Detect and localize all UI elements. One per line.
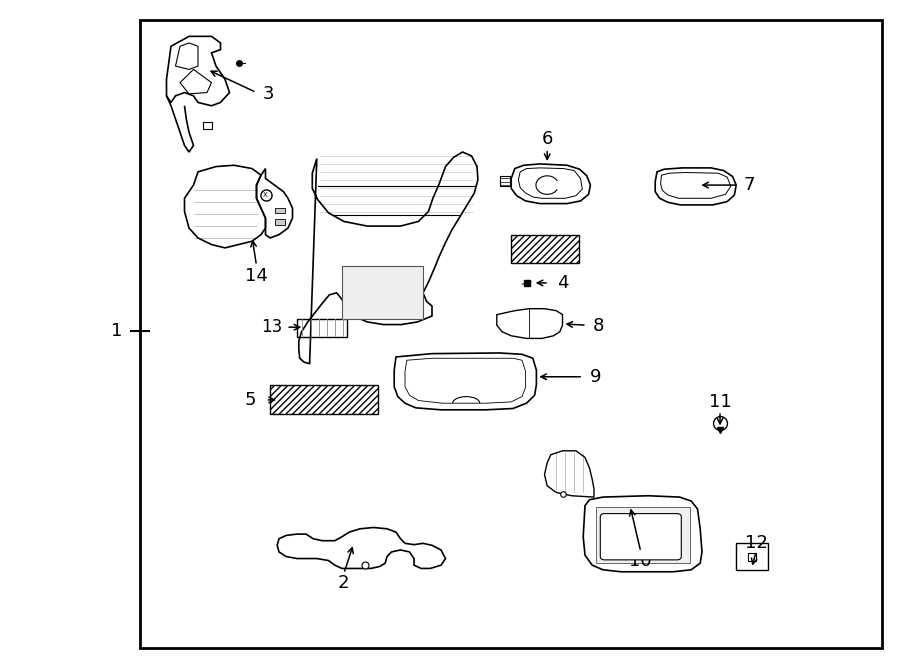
Text: 1: 1	[112, 321, 122, 340]
Text: 12: 12	[744, 534, 768, 553]
Text: 9: 9	[590, 368, 601, 386]
Bar	[140, 20, 882, 648]
Bar	[274, 208, 285, 213]
Text: 8: 8	[593, 317, 604, 335]
Text: 3: 3	[263, 85, 274, 103]
Bar	[342, 266, 423, 319]
FancyBboxPatch shape	[600, 514, 681, 560]
Bar	[270, 385, 378, 414]
Text: 11: 11	[708, 393, 732, 411]
Text: 4: 4	[557, 274, 568, 292]
Text: 10: 10	[629, 551, 652, 570]
Text: 6: 6	[542, 130, 553, 149]
Bar	[511, 235, 579, 263]
Text: 13: 13	[261, 318, 283, 336]
Text: 7: 7	[743, 176, 754, 194]
Text: 14: 14	[245, 267, 268, 286]
Bar	[297, 319, 346, 337]
Bar	[736, 543, 768, 570]
Text: 2: 2	[338, 574, 349, 592]
Bar	[596, 507, 690, 563]
Bar	[274, 219, 285, 225]
Text: 5: 5	[245, 391, 256, 409]
Text: X: X	[263, 192, 268, 198]
Bar	[500, 176, 510, 186]
